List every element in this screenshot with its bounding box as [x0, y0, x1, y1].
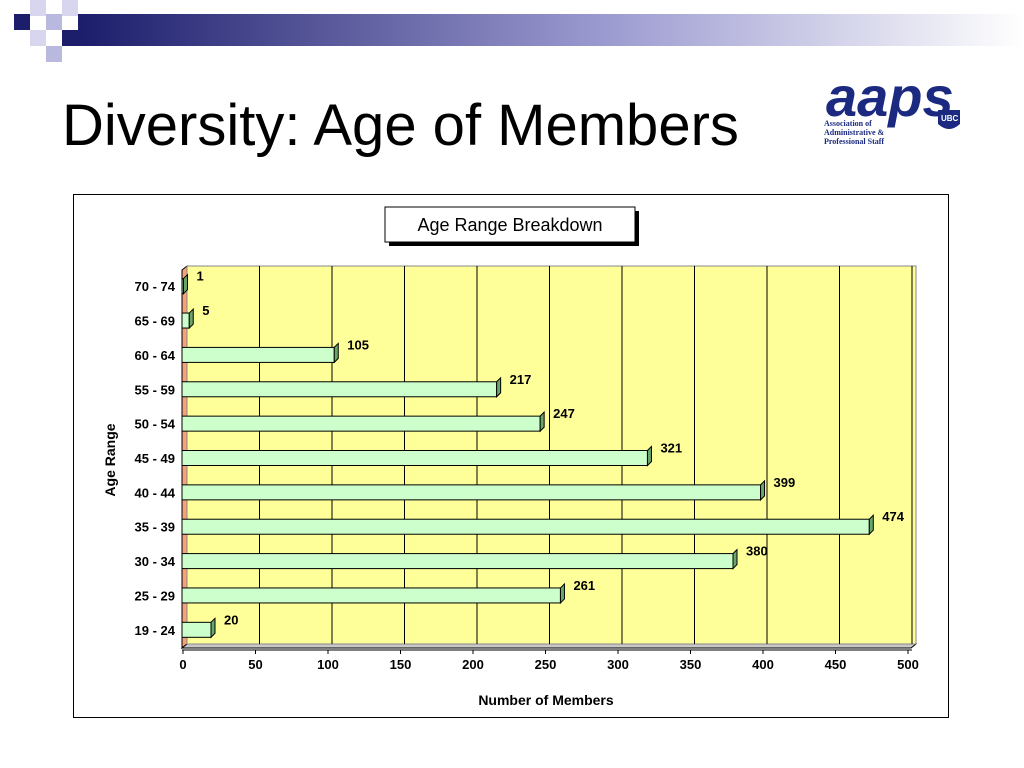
y-tick-label: 40 - 44	[135, 485, 176, 500]
logo-tagline-line: Professional Staff	[824, 137, 885, 146]
y-tick-label: 25 - 29	[135, 588, 175, 603]
logo-tagline-line: Administrative &	[824, 128, 885, 137]
x-tick-label: 450	[825, 657, 847, 672]
bar	[181, 312, 190, 329]
bar-side	[182, 273, 188, 295]
bar-side	[188, 307, 194, 330]
data-label: 399	[774, 475, 796, 490]
bar	[181, 415, 541, 432]
logo-wordmark: aaps	[826, 70, 954, 128]
x-tick-label: 400	[752, 657, 774, 672]
chart-title: Age Range Breakdown	[417, 215, 602, 235]
y-tick-label: 55 - 59	[135, 382, 175, 397]
y-tick-label: 30 - 34	[135, 554, 176, 569]
bar-side	[539, 410, 545, 433]
data-label: 5	[202, 303, 209, 318]
bar	[181, 553, 734, 570]
bar	[181, 381, 498, 398]
logo-tagline-line: Association of	[824, 119, 872, 128]
bar-side	[646, 445, 652, 467]
x-tick-label: 300	[607, 657, 629, 672]
data-label: 321	[660, 441, 682, 456]
logo-tagline: Association of Administrative & Professi…	[824, 119, 934, 146]
x-tick-label: 200	[462, 657, 484, 672]
bar	[181, 587, 561, 604]
x-tick-label: 250	[535, 657, 557, 672]
corner-decoration	[14, 0, 78, 62]
header-gradient-band	[78, 14, 1024, 46]
x-tick-label: 0	[179, 657, 186, 672]
data-label: 261	[573, 578, 595, 593]
age-range-bar-chart: 0 50 100 150 200 250 300 350 400 450 500 20 19 - 24 2…	[102, 206, 919, 708]
y-axis-title: Age Range	[102, 423, 118, 496]
data-label: 247	[553, 406, 575, 421]
bar	[181, 484, 762, 501]
y-tick-label: 45 - 49	[135, 451, 175, 466]
data-label: 474	[882, 509, 904, 524]
data-label: 1	[196, 269, 203, 284]
data-label: 20	[224, 612, 238, 627]
bar-side	[333, 342, 339, 364]
x-tick-label: 100	[317, 657, 339, 672]
x-tick-label: 500	[897, 657, 919, 672]
aaps-logo: aaps UBC	[826, 70, 960, 129]
x-axis-title: Number of Members	[478, 692, 614, 708]
x-tick-label: 150	[390, 657, 412, 672]
data-label: 105	[347, 337, 369, 352]
y-tick-label: 60 - 64	[135, 348, 176, 363]
y-tick-label: 50 - 54	[135, 417, 176, 432]
y-tick-label: 19 - 24	[135, 623, 176, 638]
logo-badge: UBC	[941, 114, 959, 123]
plot-floor	[180, 643, 918, 649]
slide-title: Diversity: Age of Members	[62, 93, 739, 158]
data-label: 380	[746, 544, 768, 559]
bar-side	[496, 376, 502, 398]
x-tick-label: 350	[680, 657, 702, 672]
bar	[181, 450, 648, 466]
bar-side	[559, 582, 565, 605]
bar	[181, 621, 212, 638]
bar-side	[210, 617, 216, 639]
y-tick-label: 70 - 74	[135, 279, 176, 294]
bar	[181, 518, 870, 535]
chart-frame: 0 50 100 150 200 250 300 350 400 450 500 20 19 - 24 2…	[73, 194, 949, 718]
bar-side	[760, 479, 766, 502]
bar-side	[868, 514, 874, 536]
y-tick-label: 65 - 69	[135, 314, 175, 329]
x-tick-label: 50	[248, 657, 262, 672]
y-tick-label: 35 - 39	[135, 520, 175, 535]
data-label: 217	[510, 372, 532, 387]
bar-side	[732, 548, 738, 570]
bar	[181, 346, 335, 363]
chart-title-box	[384, 206, 636, 243]
